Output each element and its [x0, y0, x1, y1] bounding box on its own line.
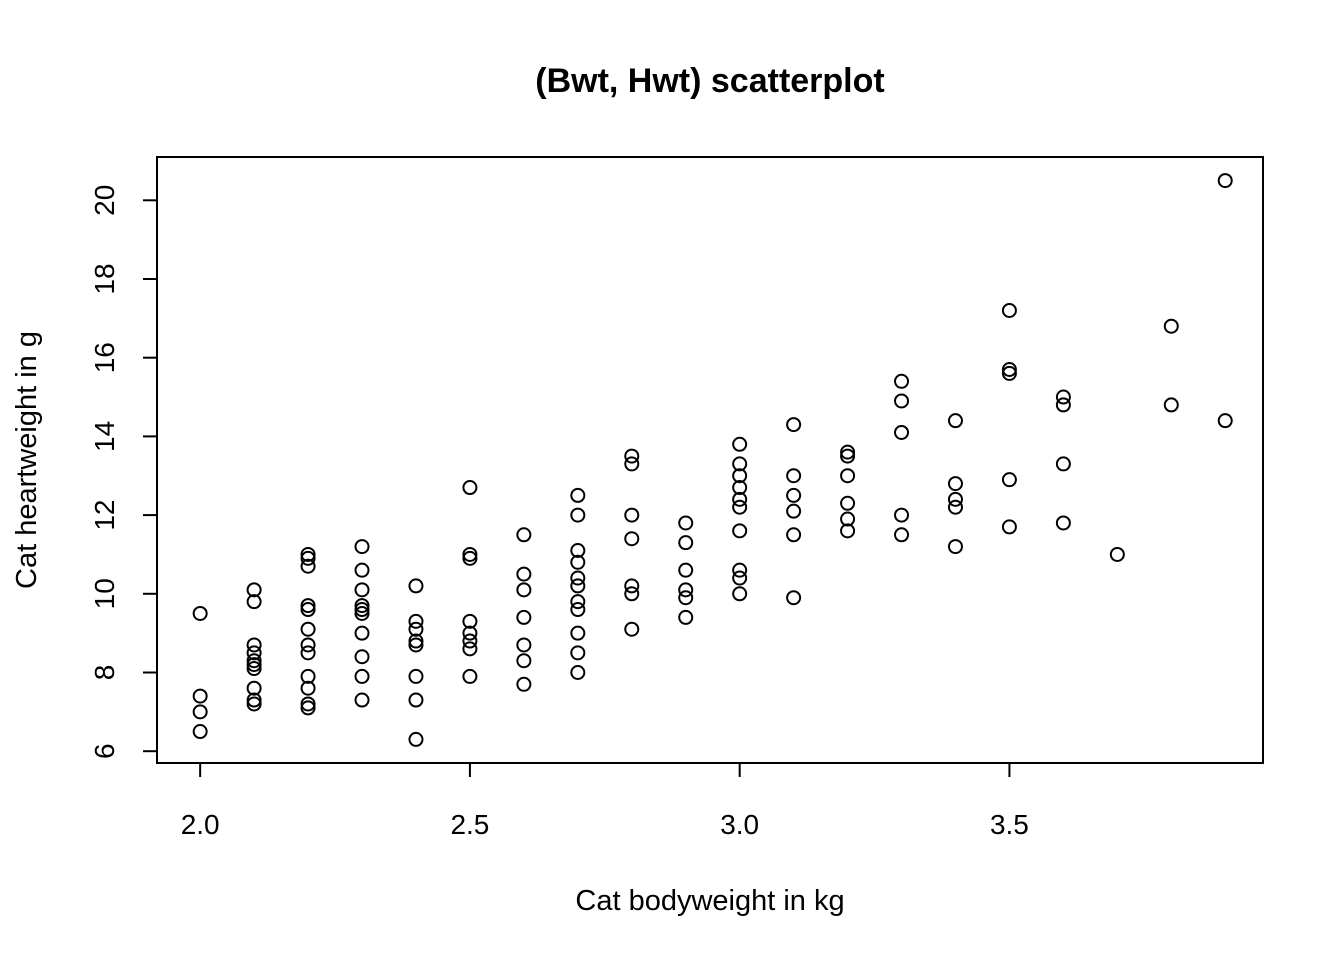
- data-point: [356, 564, 369, 577]
- x-tick-label: 2.0: [181, 809, 220, 840]
- data-point: [841, 497, 854, 510]
- data-point: [356, 627, 369, 640]
- data-point: [409, 670, 422, 683]
- y-axis: 6 8 10 12 14 16 18 20: [89, 185, 157, 759]
- data-point: [463, 481, 476, 494]
- data-point: [679, 611, 692, 624]
- x-tick-label: 2.5: [450, 809, 489, 840]
- plot-frame: [157, 157, 1263, 763]
- data-point: [787, 489, 800, 502]
- y-tick-label: 10: [89, 578, 120, 609]
- data-point: [1057, 398, 1070, 411]
- y-tick-label: 12: [89, 500, 120, 531]
- data-point: [517, 528, 530, 541]
- data-point: [625, 587, 638, 600]
- x-tick-label: 3.5: [990, 809, 1029, 840]
- y-axis-label: Cat heartweight in g: [11, 331, 43, 589]
- y-tick-label: 18: [89, 263, 120, 294]
- data-point: [409, 579, 422, 592]
- data-point: [841, 469, 854, 482]
- data-point: [949, 540, 962, 553]
- chart-title: (Bwt, Hwt) scatterplot: [535, 62, 884, 100]
- data-point: [571, 489, 584, 502]
- data-point: [625, 457, 638, 470]
- data-point: [1111, 548, 1124, 561]
- x-tick-label: 3.0: [720, 809, 759, 840]
- data-point: [949, 501, 962, 514]
- data-point: [1003, 304, 1016, 317]
- data-point: [1003, 520, 1016, 533]
- data-point: [949, 414, 962, 427]
- data-point: [463, 642, 476, 655]
- data-point: [1219, 174, 1232, 187]
- data-point: [571, 646, 584, 659]
- data-point: [463, 670, 476, 683]
- data-point: [194, 705, 207, 718]
- data-point: [356, 540, 369, 553]
- data-point: [733, 572, 746, 585]
- data-point: [895, 426, 908, 439]
- data-point: [787, 469, 800, 482]
- data-point: [356, 583, 369, 596]
- data-point: [356, 650, 369, 663]
- data-point: [787, 505, 800, 518]
- data-point: [571, 579, 584, 592]
- data-point: [517, 654, 530, 667]
- data-point: [517, 638, 530, 651]
- data-point: [895, 509, 908, 522]
- data-point: [679, 591, 692, 604]
- data-point: [895, 375, 908, 388]
- data-point: [787, 528, 800, 541]
- data-point: [302, 623, 315, 636]
- data-point: [733, 501, 746, 514]
- data-point: [895, 394, 908, 407]
- data-point: [517, 568, 530, 581]
- data-point: [625, 509, 638, 522]
- data-point: [1003, 473, 1016, 486]
- y-tick-label: 14: [89, 421, 120, 452]
- data-point: [625, 532, 638, 545]
- data-point: [895, 528, 908, 541]
- y-tick-label: 20: [89, 185, 120, 216]
- data-point: [517, 678, 530, 691]
- data-point: [733, 438, 746, 451]
- y-tick-label: 16: [89, 342, 120, 373]
- data-point: [949, 477, 962, 490]
- data-point: [1165, 320, 1178, 333]
- x-axis-label: Cat bodyweight in kg: [575, 885, 844, 917]
- data-point: [409, 694, 422, 707]
- data-point: [517, 611, 530, 624]
- data-point: [1219, 414, 1232, 427]
- data-point: [409, 733, 422, 746]
- data-point: [787, 591, 800, 604]
- data-point: [194, 607, 207, 620]
- data-point: [571, 603, 584, 616]
- data-point: [679, 536, 692, 549]
- y-tick-label: 6: [89, 743, 120, 759]
- data-point: [733, 524, 746, 537]
- data-point: [517, 583, 530, 596]
- data-point: [733, 587, 746, 600]
- data-point: [1165, 398, 1178, 411]
- data-point: [679, 564, 692, 577]
- data-point: [1057, 457, 1070, 470]
- data-point: [679, 516, 692, 529]
- data-point: [194, 725, 207, 738]
- x-axis: 2.0 2.5 3.0 3.5: [181, 763, 1029, 840]
- data-point: [1057, 516, 1070, 529]
- data-point: [302, 646, 315, 659]
- data-point: [194, 690, 207, 703]
- data-points: [194, 174, 1232, 746]
- data-point: [356, 670, 369, 683]
- data-point: [356, 694, 369, 707]
- y-tick-label: 8: [89, 665, 120, 681]
- data-point: [571, 627, 584, 640]
- data-point: [787, 418, 800, 431]
- data-point: [571, 666, 584, 679]
- data-point: [571, 509, 584, 522]
- data-point: [625, 623, 638, 636]
